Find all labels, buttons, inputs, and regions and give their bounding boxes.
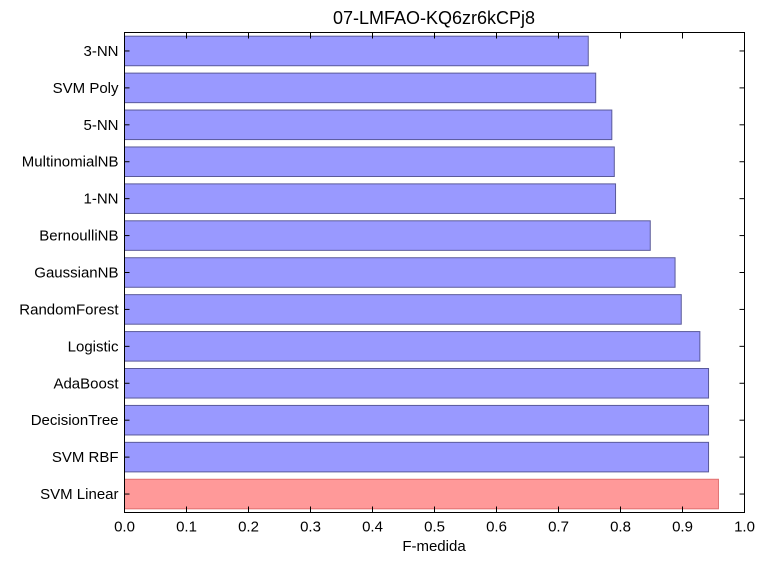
plot-frame bbox=[124, 32, 745, 513]
category-labels: 3-NN SVM Poly 5-NN MultinomialNB 1-NN Bernoul… bbox=[19, 43, 745, 503]
category-label: SVM Linear bbox=[40, 486, 118, 503]
category-label: AdaBoost bbox=[53, 375, 119, 392]
x-tick-label: 0.3 bbox=[300, 519, 321, 536]
bar-adaboost bbox=[124, 368, 710, 399]
bar-gaussiannb bbox=[124, 257, 676, 288]
bar-randomforest bbox=[124, 294, 682, 325]
category-label: BernoulliNB bbox=[39, 228, 118, 245]
category-label: 3-NN bbox=[83, 43, 118, 60]
chart-title: 07-LMFAO-KQ6zr6kCPj8 bbox=[333, 8, 535, 28]
x-tick-label: 0.6 bbox=[486, 519, 507, 536]
bar-decisiontree bbox=[124, 404, 710, 436]
category-label: GaussianNB bbox=[34, 265, 118, 282]
bar-5-nn bbox=[124, 109, 613, 141]
bar-bernoullinb bbox=[124, 220, 651, 251]
bar-svm-poly bbox=[124, 72, 597, 104]
category-label: MultinomialNB bbox=[22, 154, 119, 171]
x-ticks: 0.0 0.1 0.2 0.3 0.4 0.5 0.6 0.7 0.8 0.9 1.0 bbox=[114, 32, 755, 536]
bar-3-nn bbox=[124, 35, 589, 67]
category-label: 5-NN bbox=[83, 117, 118, 134]
x-tick-label: 0.0 bbox=[114, 519, 135, 536]
category-label: DecisionTree bbox=[31, 412, 119, 429]
bar-1-nn bbox=[124, 183, 617, 214]
x-tick-label: 0.1 bbox=[176, 519, 197, 536]
category-label: SVM Poly bbox=[53, 80, 119, 97]
category-label: SVM RBF bbox=[52, 449, 119, 466]
bar-svm-rbf bbox=[124, 441, 710, 473]
category-label: RandomForest bbox=[19, 301, 119, 318]
category-label: Logistic bbox=[68, 338, 119, 355]
x-tick-label: 0.2 bbox=[238, 519, 259, 536]
category-label: 1-NN bbox=[83, 191, 118, 208]
bars-group bbox=[124, 35, 719, 510]
bar-svm-linear bbox=[124, 478, 719, 510]
x-tick-label: 0.5 bbox=[424, 519, 445, 536]
x-tick-label: 0.4 bbox=[362, 519, 383, 536]
x-tick-label: 0.7 bbox=[548, 519, 569, 536]
x-tick-label: 0.8 bbox=[610, 519, 631, 536]
x-tick-label: 1.0 bbox=[734, 519, 755, 536]
bar-multinomialnb bbox=[124, 146, 615, 177]
x-tick-label: 0.9 bbox=[672, 519, 693, 536]
bar-logistic bbox=[124, 331, 701, 362]
x-axis-label: F-medida bbox=[402, 538, 466, 555]
